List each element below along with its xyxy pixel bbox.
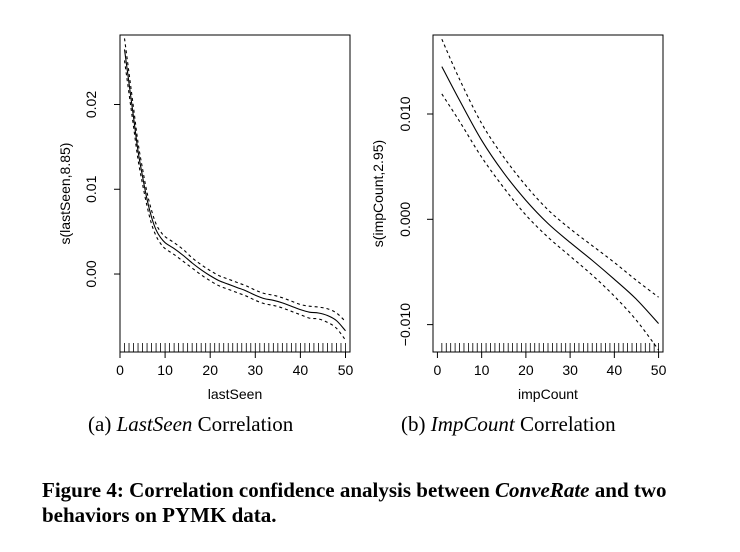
y-tick-label: 0.01 (83, 175, 99, 202)
y-axis-label: s(impCount,2.95) (370, 140, 386, 247)
x-tick-label: 50 (338, 362, 354, 378)
x-tick-label: 10 (474, 362, 490, 378)
x-tick-label: 20 (202, 362, 218, 378)
chart-panel-impcount: 0 10 20 30 40 50 impCount −0.010 0.000 0.010 s(imp… (370, 34, 667, 402)
x-tick-label: 50 (651, 362, 667, 378)
figure-caption-tail: and two behaviors on PYMK data. (42, 478, 667, 527)
series-lower-line (441, 93, 660, 351)
figure-caption-emph: ConveRate (495, 478, 590, 502)
figure-caption: Figure 4: Correlation confidence analysi… (42, 478, 722, 528)
x-tick-label: 40 (293, 362, 309, 378)
series-lower-line (123, 60, 346, 341)
subcaption-a-emph: LastSeen (116, 412, 193, 436)
plot-frame (119, 34, 351, 353)
subcaption-a-prefix: (a) (88, 412, 112, 436)
series-fit-line (123, 49, 346, 332)
subcaption-lastseen: (a) LastSeen Correlation (88, 412, 293, 437)
subcaption-b-suffix: Correlation (520, 412, 616, 436)
subcaption-b-prefix: (b) (401, 412, 426, 436)
subcaption-a-suffix: Correlation (197, 412, 294, 436)
x-tick-label: 30 (248, 362, 264, 378)
x-tick-label: 20 (518, 362, 534, 378)
x-axis-label: lastSeen (208, 386, 262, 402)
series-upper-line (123, 38, 346, 322)
chart-panel-lastseen: 0 10 20 30 40 50 lastSeen 0.00 0.01 0.02 s(lastSee… (57, 34, 354, 402)
x-tick-label: 30 (562, 362, 578, 378)
y-tick-label: 0.02 (83, 91, 99, 118)
x-tick-label: 0 (434, 362, 442, 378)
y-axis-label: s(lastSeen,8.85) (57, 143, 73, 245)
x-tick-label: 10 (157, 362, 173, 378)
series-upper-line (441, 38, 659, 298)
y-tick-label: −0.010 (397, 303, 413, 346)
subcaption-impcount: (b) ImpCount Correlation (401, 412, 616, 437)
figure-caption-lead: Figure 4: Correlation confidence analysi… (42, 478, 490, 502)
plot-frame (432, 34, 664, 353)
series-fit-line (441, 66, 659, 324)
x-axis-label: impCount (518, 386, 578, 402)
y-tick-label: 0.000 (397, 202, 413, 237)
y-tick-label: 0.010 (397, 96, 413, 131)
subcaption-b-emph: ImpCount (430, 412, 515, 436)
y-tick-label: 0.00 (83, 260, 99, 287)
x-tick-label: 0 (116, 362, 124, 378)
x-tick-label: 40 (607, 362, 623, 378)
